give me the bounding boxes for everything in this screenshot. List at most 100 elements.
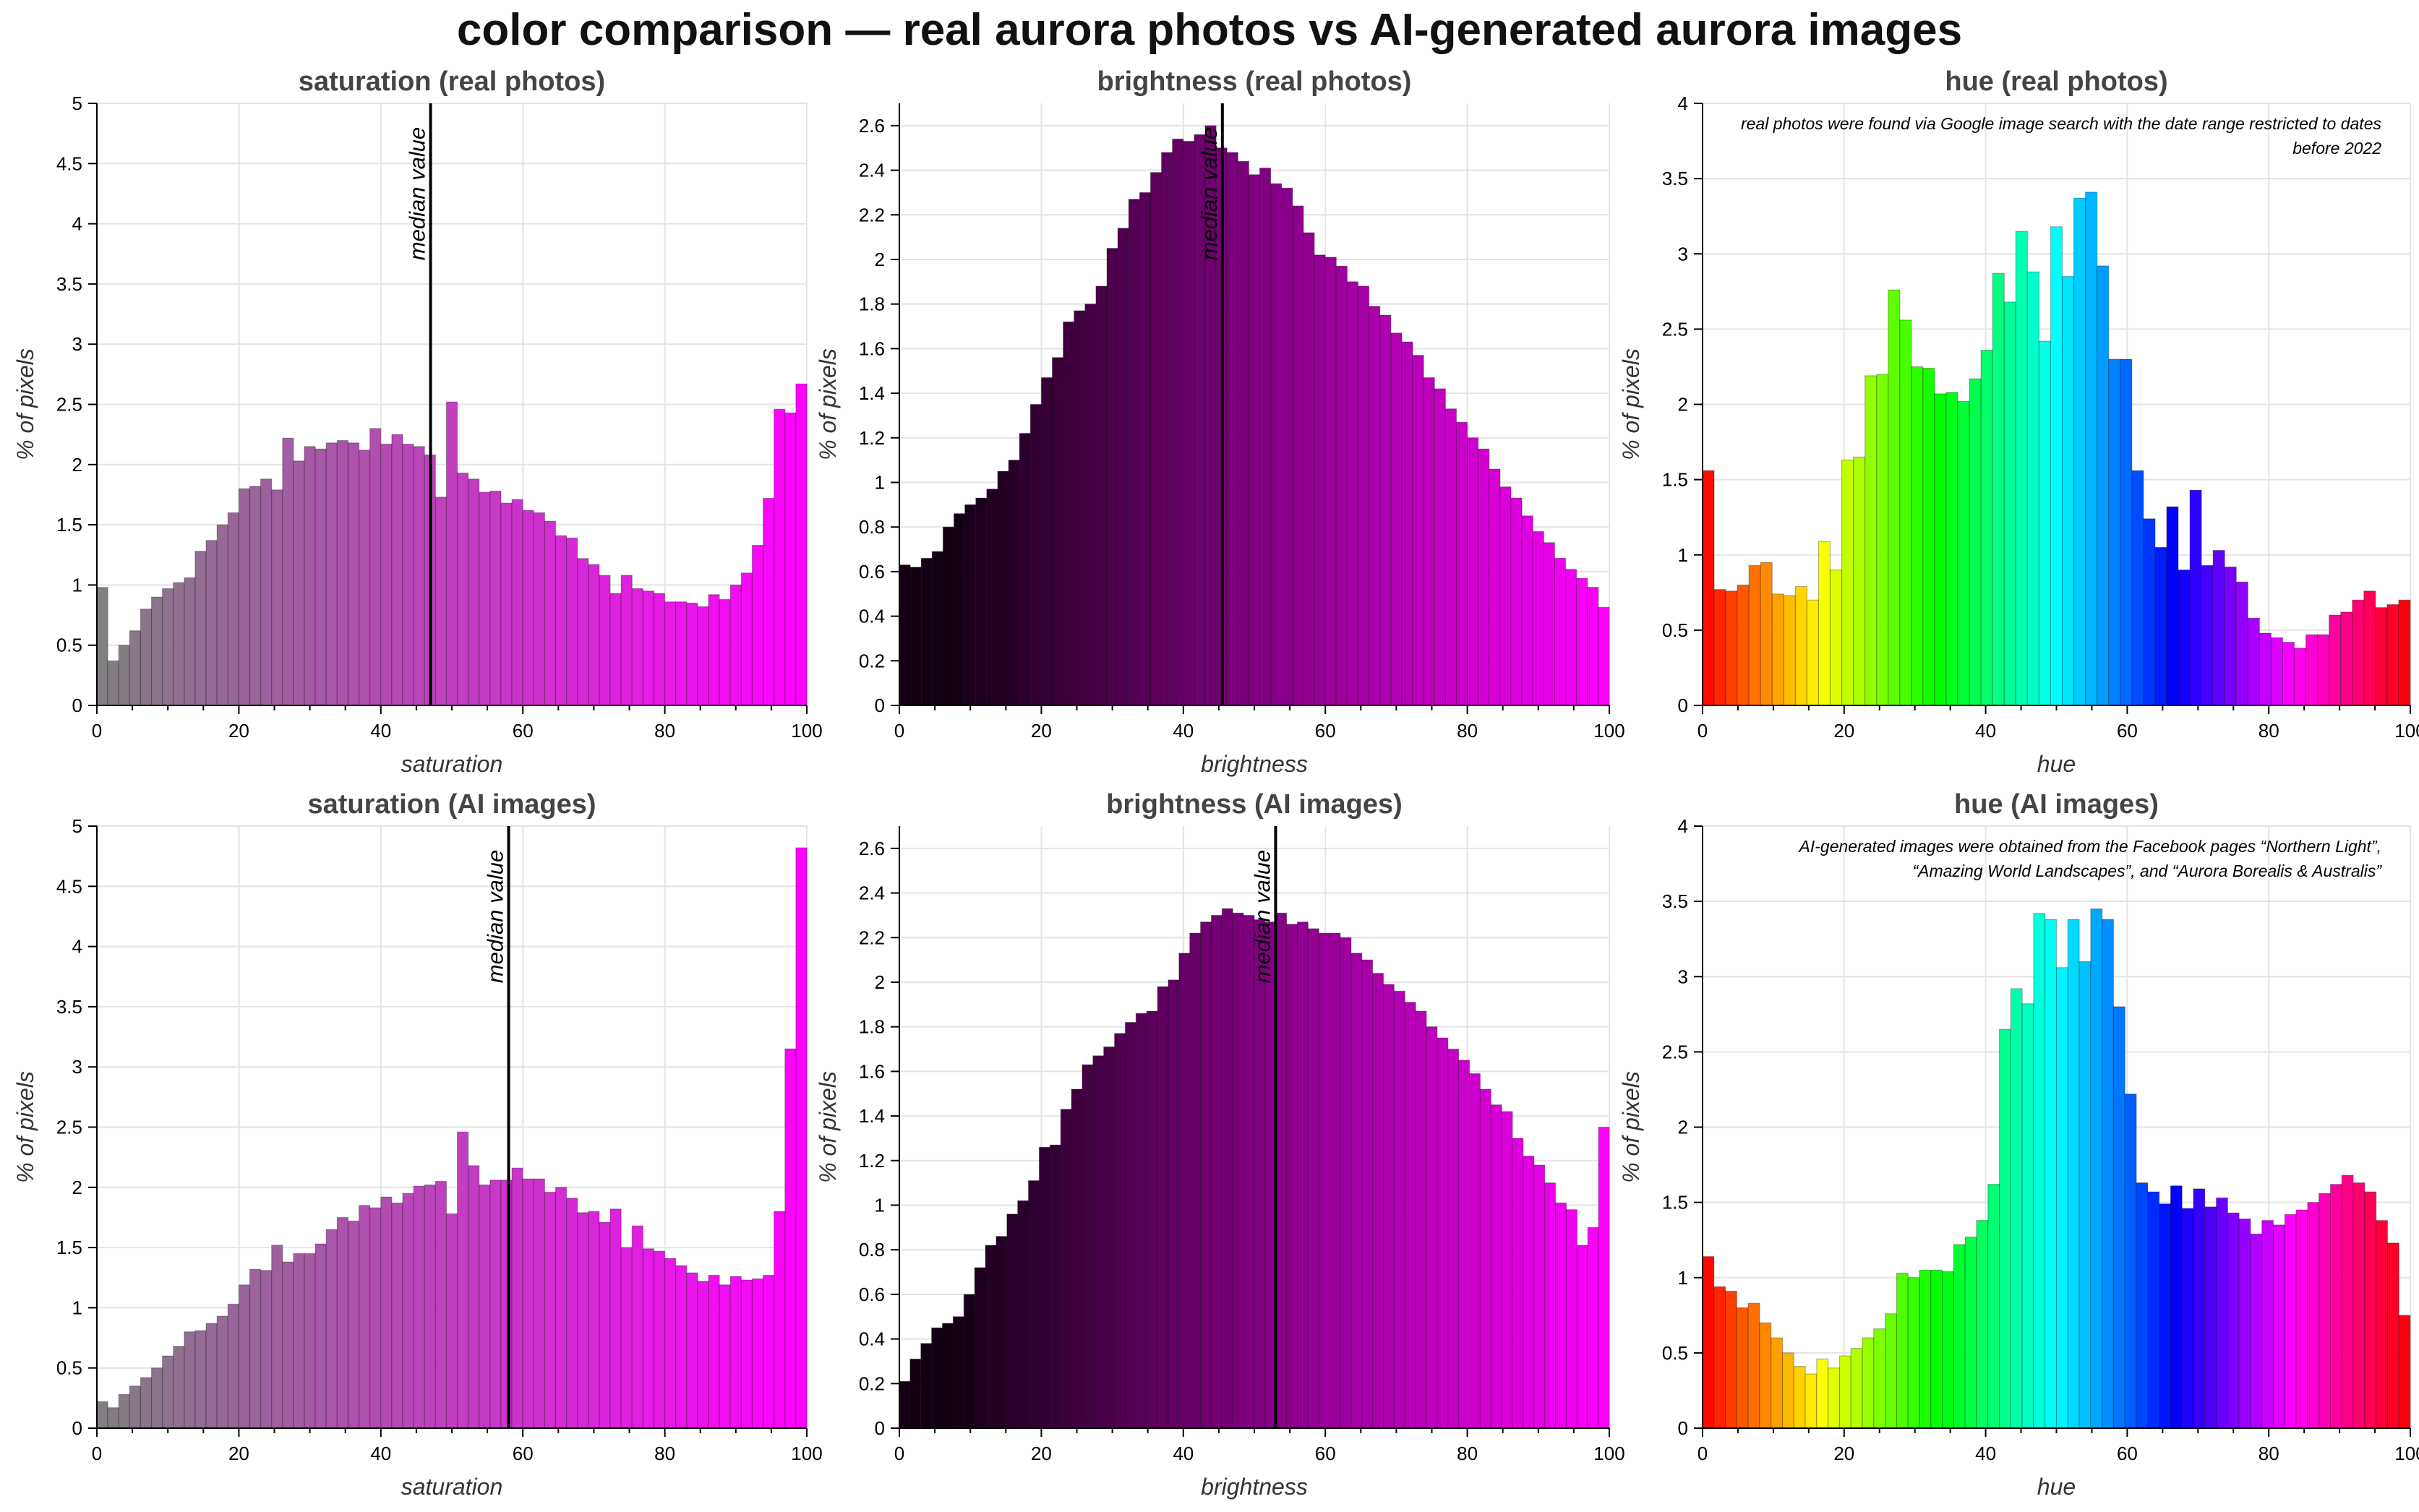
histogram-bar	[953, 513, 966, 706]
histogram-bar	[2112, 1006, 2125, 1429]
histogram-bar	[1930, 1269, 1943, 1429]
histogram-bar	[1329, 932, 1341, 1429]
histogram-bar	[1555, 1202, 1567, 1429]
y-tick-label: 1.8	[859, 293, 885, 315]
histogram-bar	[1372, 973, 1384, 1429]
histogram-bar	[380, 443, 393, 706]
y-tick-label: 2.4	[859, 160, 885, 181]
histogram-bar	[784, 412, 797, 706]
histogram-bar	[500, 502, 513, 706]
histogram-bar	[2090, 908, 2103, 1429]
histogram-bar	[1987, 1184, 2000, 1429]
histogram-bar	[522, 510, 534, 706]
histogram-bar	[194, 1330, 207, 1429]
histogram-bar	[238, 488, 251, 706]
histogram-bar	[2108, 358, 2121, 706]
histogram-bar	[129, 1386, 142, 1429]
histogram-bar	[2305, 634, 2319, 706]
x-axis-label: hue	[2037, 751, 2076, 777]
histogram-bar	[1564, 569, 1577, 706]
histogram-bar	[952, 1316, 964, 1429]
histogram-bar	[2170, 1185, 2183, 1429]
histogram-bar	[997, 471, 1009, 706]
histogram-bar	[2189, 489, 2202, 706]
histogram-bar	[194, 551, 207, 706]
x-axis-label: saturation	[401, 1474, 503, 1500]
histogram-bar	[1146, 1010, 1158, 1429]
figure-title: color comparison — real aurora photos vs…	[456, 5, 1963, 55]
histogram-bar	[1393, 990, 1405, 1429]
x-tick-label: 40	[370, 720, 391, 742]
histogram-bar	[599, 1221, 611, 1429]
histogram-bar	[1533, 1164, 1546, 1429]
histogram-bar	[1934, 393, 1947, 706]
y-tick-label: 3.5	[1662, 168, 1688, 189]
histogram-bar	[1532, 531, 1544, 706]
histogram-bar	[1149, 172, 1163, 706]
histogram-bar	[249, 486, 262, 706]
histogram-bar	[96, 1401, 108, 1429]
histogram-bar	[642, 1248, 655, 1429]
histogram-bar	[986, 489, 998, 706]
histogram-bar	[2136, 1182, 2149, 1429]
x-tick-label: 80	[654, 720, 675, 742]
histogram-bar	[2215, 1197, 2228, 1429]
histogram-bar	[1501, 1111, 1513, 1429]
histogram-bar	[708, 1274, 720, 1429]
histogram-bar	[1314, 254, 1326, 706]
histogram-bar	[2238, 1218, 2251, 1429]
histogram-bar	[1426, 1026, 1438, 1429]
histogram-bar	[2124, 1094, 2137, 1429]
histogram-bar	[1455, 421, 1468, 706]
histogram-bar	[369, 428, 382, 706]
histogram-bar	[653, 593, 666, 706]
x-tick-label: 100	[1593, 720, 1624, 742]
histogram-bar	[1911, 366, 1924, 706]
y-tick-label: 3	[1678, 966, 1688, 987]
histogram-bar	[271, 1245, 283, 1429]
y-tick-label: 3.5	[56, 273, 82, 295]
histogram-bar	[479, 1184, 491, 1429]
histogram-bar	[2261, 1220, 2274, 1429]
histogram-bar	[2329, 614, 2342, 706]
histogram-bar	[150, 596, 163, 706]
y-tick-label: 3	[72, 333, 82, 355]
histogram-bar	[1565, 1209, 1577, 1429]
histogram-bar	[784, 1048, 797, 1429]
histogram-bar	[1976, 1220, 1989, 1429]
y-tick-label: 0	[875, 1417, 885, 1439]
histogram-bar	[1964, 1236, 1977, 1429]
histogram-bar	[1724, 1290, 1737, 1429]
histogram-bar	[304, 446, 316, 706]
source-note: AI-generated images were obtained from t…	[1798, 837, 2381, 856]
histogram-bar	[1980, 349, 1993, 706]
histogram-bar	[1783, 595, 1796, 706]
histogram-bar	[588, 1211, 600, 1429]
histogram-bar	[1818, 541, 1831, 706]
histogram-bar	[729, 1276, 742, 1429]
histogram-bar	[1587, 586, 1599, 706]
histogram-bar	[2352, 1182, 2366, 1429]
histogram-bar	[2272, 1224, 2285, 1429]
histogram-bar	[293, 460, 305, 706]
histogram-bar	[2284, 1214, 2297, 1429]
histogram-bar	[1318, 932, 1330, 1429]
histogram-bar	[642, 590, 655, 706]
histogram-bar	[1200, 922, 1212, 1429]
histogram-bar	[2033, 913, 2046, 1429]
histogram-bar	[1346, 281, 1359, 706]
histogram-bar	[599, 575, 611, 706]
histogram-bar	[1468, 1073, 1481, 1429]
x-tick-label: 80	[1457, 1443, 1478, 1464]
x-tick-label: 80	[1457, 720, 1478, 742]
histogram-bar	[205, 1323, 218, 1429]
median-label: median value	[1249, 850, 1275, 983]
x-tick-label: 20	[1031, 720, 1052, 742]
histogram-bar	[533, 1178, 546, 1429]
histogram-bar	[566, 1198, 578, 1429]
histogram-bar	[1876, 374, 1889, 706]
histogram-bar	[1873, 1328, 1886, 1429]
histogram-bar	[1307, 928, 1319, 1429]
histogram-bar	[1957, 400, 1970, 706]
histogram-bar	[1437, 1037, 1449, 1429]
